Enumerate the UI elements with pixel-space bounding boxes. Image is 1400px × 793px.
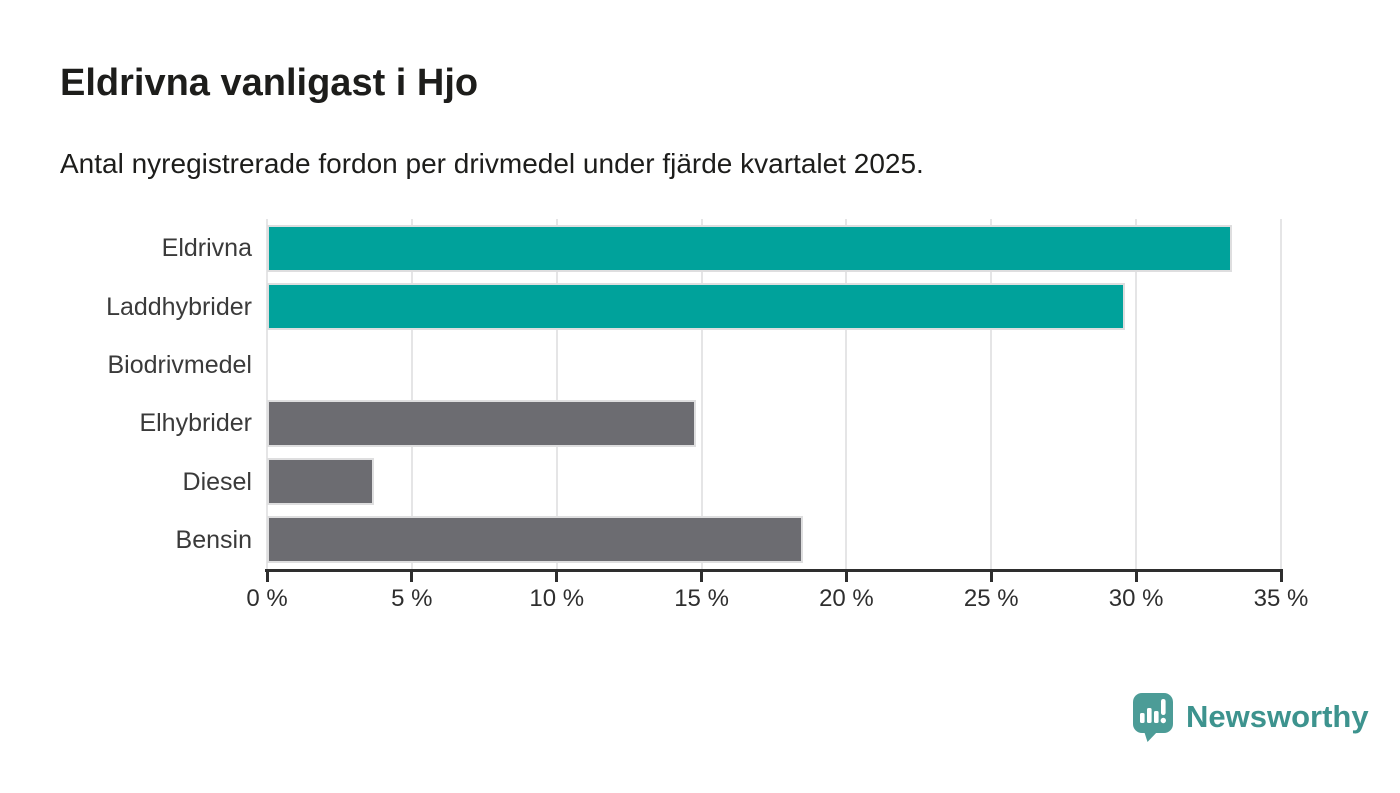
chart-subtitle: Antal nyregistrerade fordon per drivmede… xyxy=(60,148,924,179)
gridline-20-percent xyxy=(845,219,848,569)
brand-footer: Newsworthy xyxy=(1131,691,1369,743)
x-axis-tick-label-25: 25 % xyxy=(963,585,1019,612)
bar-eldrivna xyxy=(267,224,1232,272)
bar-bensin xyxy=(267,516,803,564)
x-axis-tick-5 xyxy=(410,569,414,582)
x-axis-tick-label-5: 5 % xyxy=(391,585,433,612)
y-axis-label-biodrivmedel: Biodrivmedel xyxy=(107,350,252,379)
gridline-0-percent xyxy=(266,219,268,569)
x-axis-tick-label-20: 20 % xyxy=(819,585,874,612)
x-axis-tick-label-15: 15 % xyxy=(674,585,729,612)
x-axis-line xyxy=(265,569,1283,572)
newsworthy-logo-icon xyxy=(1133,693,1173,742)
bar-diesel xyxy=(267,458,375,505)
x-axis-tick-25 xyxy=(989,569,993,582)
x-axis-tick-35 xyxy=(1279,569,1283,582)
gridline-15-percent xyxy=(700,219,703,569)
x-axis-tick-label-10: 10 % xyxy=(529,585,585,612)
brand-name: Newsworthy xyxy=(1186,699,1369,734)
gridline-25-percent xyxy=(990,219,993,569)
y-axis-label-diesel: Diesel xyxy=(182,467,252,496)
x-axis-tick-20 xyxy=(844,569,848,582)
y-axis-label-bensin: Bensin xyxy=(175,525,252,554)
x-axis-tick-label-0: 0 % xyxy=(246,585,288,612)
gridline-10-percent xyxy=(555,219,558,569)
x-axis-tick-label-30: 30 % xyxy=(1108,585,1164,612)
y-axis-label-eldrivna: Eldrivna xyxy=(161,234,252,263)
x-axis-tick-15 xyxy=(700,569,704,582)
x-axis-tick-30 xyxy=(1134,569,1138,582)
bar-elhybrider xyxy=(267,399,696,447)
x-axis-tick-10 xyxy=(555,569,559,582)
y-axis-label-elhybrider: Elhybrider xyxy=(139,409,252,438)
x-axis-tick-0 xyxy=(265,569,269,582)
page-title: Eldrivna vanligast i Hjo xyxy=(60,62,479,104)
bar-laddhybrider xyxy=(267,283,1125,330)
gridline-5-percent xyxy=(410,219,413,569)
y-axis-label-laddhybrider: Laddhybrider xyxy=(106,292,252,321)
gridline-35-percent xyxy=(1280,219,1282,569)
x-axis-tick-label-35: 35 % xyxy=(1253,585,1309,612)
gridline-30-percent xyxy=(1135,219,1138,569)
